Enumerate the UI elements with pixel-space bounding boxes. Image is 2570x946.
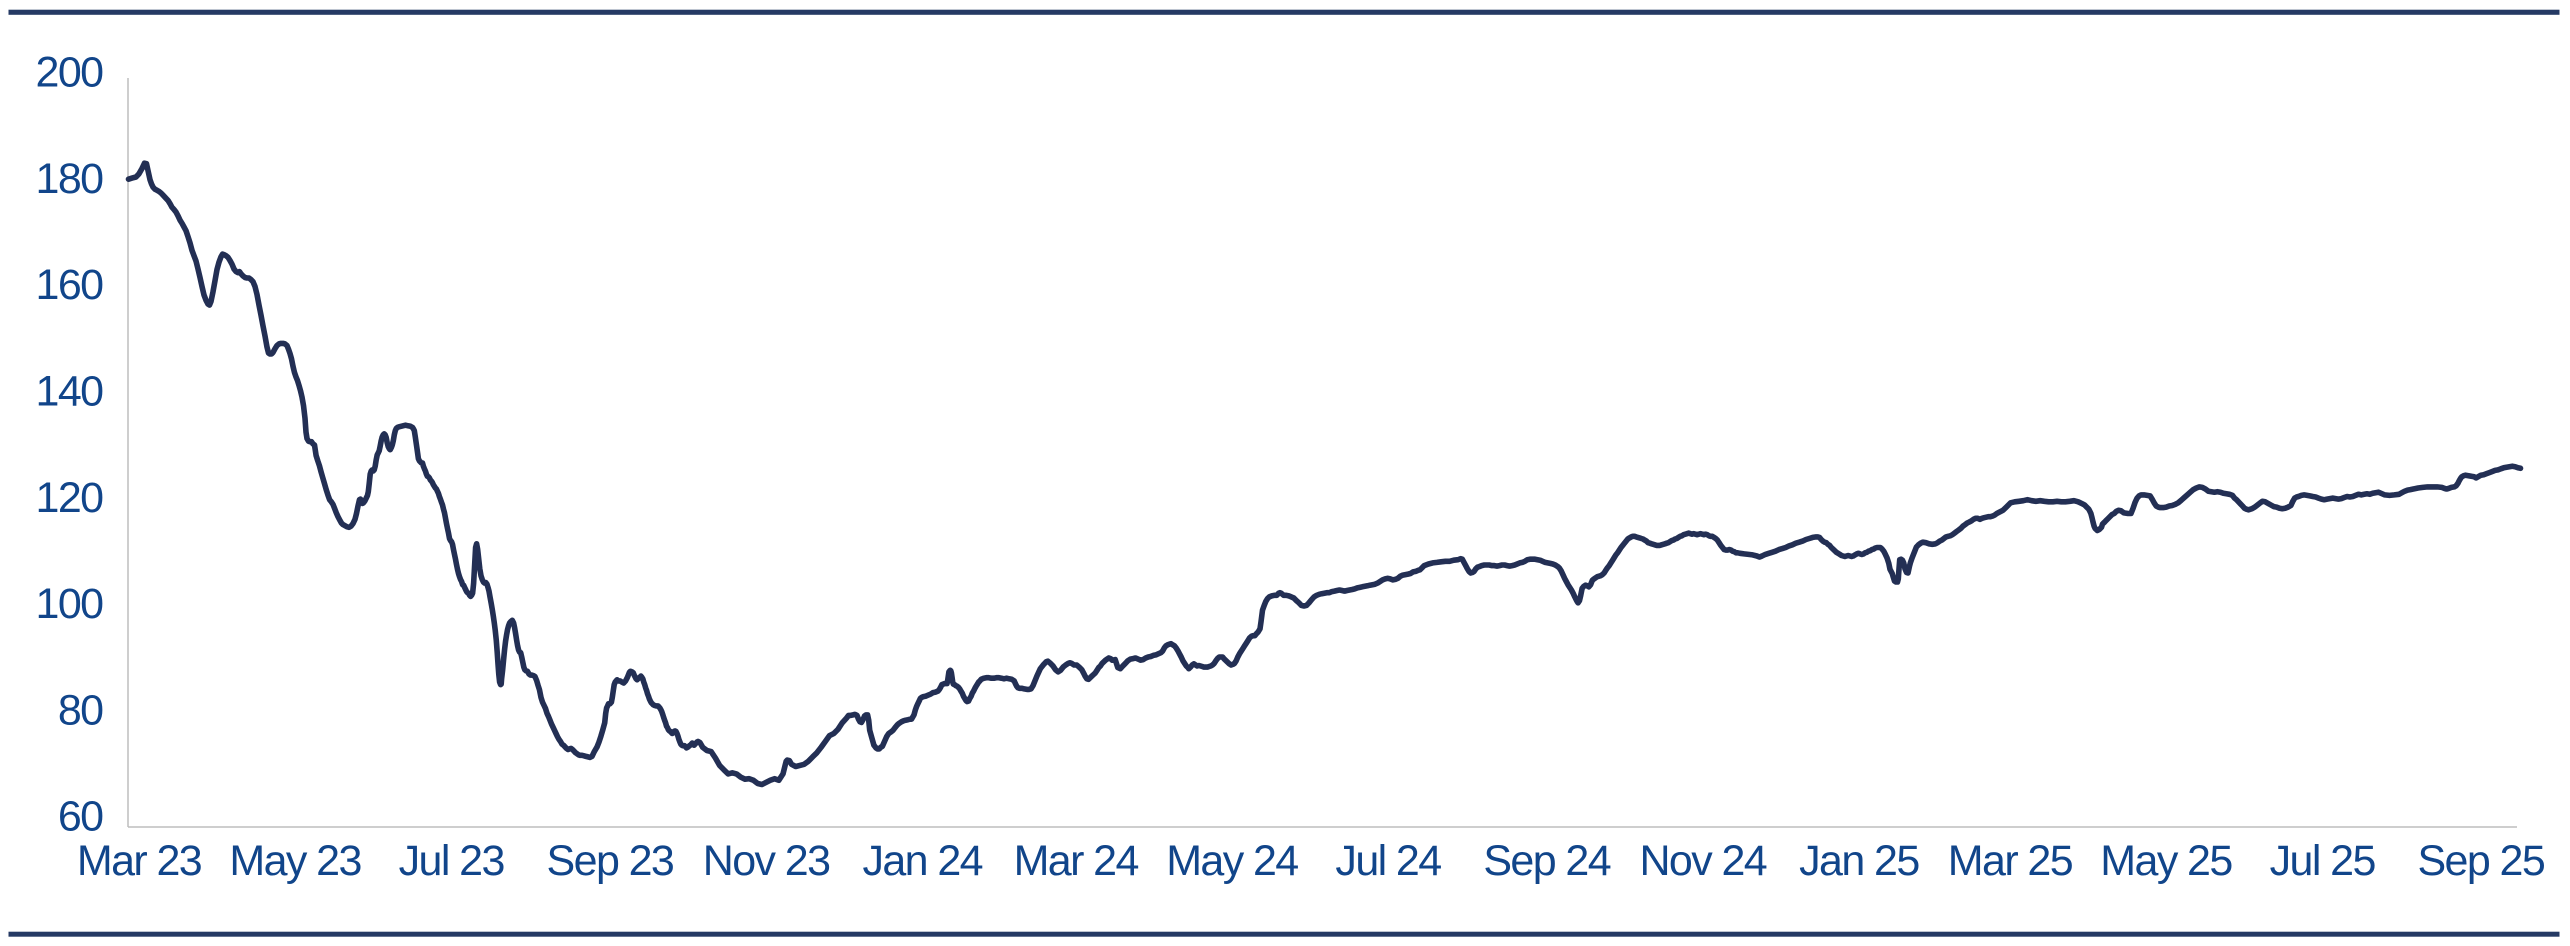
svg-text:Jul 24: Jul 24 <box>1335 837 1441 885</box>
svg-text:May 23: May 23 <box>229 837 361 885</box>
svg-text:60: 60 <box>58 793 103 841</box>
svg-text:Sep 24: Sep 24 <box>1483 837 1610 885</box>
svg-text:180: 180 <box>36 155 104 203</box>
svg-text:Mar 24: Mar 24 <box>1014 837 1139 885</box>
svg-text:80: 80 <box>58 686 103 734</box>
svg-text:Sep 23: Sep 23 <box>547 837 674 885</box>
svg-text:200: 200 <box>36 49 104 97</box>
svg-text:May 24: May 24 <box>1166 837 1298 885</box>
svg-text:Mar 23: Mar 23 <box>77 837 202 885</box>
svg-text:Nov 24: Nov 24 <box>1639 837 1766 885</box>
svg-text:120: 120 <box>36 474 104 522</box>
svg-text:160: 160 <box>36 261 104 309</box>
svg-text:100: 100 <box>36 580 104 628</box>
svg-text:140: 140 <box>36 368 104 416</box>
svg-text:Jan 25: Jan 25 <box>1799 837 1919 885</box>
svg-text:Mar 25: Mar 25 <box>1948 837 2073 885</box>
svg-text:May 25: May 25 <box>2100 837 2232 885</box>
svg-text:Nov 23: Nov 23 <box>703 837 830 885</box>
svg-text:Sep 25: Sep 25 <box>2417 837 2544 885</box>
svg-text:Jul 23: Jul 23 <box>399 837 505 885</box>
svg-text:Jan 24: Jan 24 <box>862 837 982 885</box>
svg-text:Jul 25: Jul 25 <box>2270 837 2376 885</box>
